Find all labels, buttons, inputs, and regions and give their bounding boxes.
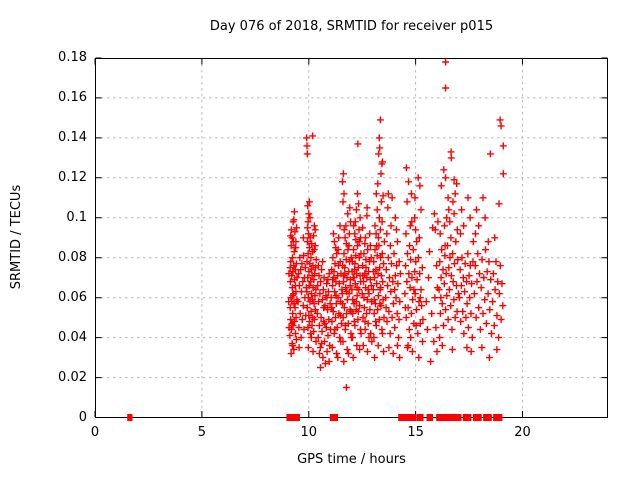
zero-value-marker bbox=[329, 414, 339, 421]
zero-value-marker bbox=[483, 414, 492, 421]
y-tick-label: 0.1 bbox=[66, 209, 87, 225]
y-tick-label: 0.16 bbox=[58, 89, 87, 105]
x-tick-label: 10 bbox=[300, 425, 318, 440]
zero-value-marker bbox=[453, 414, 462, 421]
zero-value-marker bbox=[426, 414, 434, 421]
y-tick-label: 0.14 bbox=[58, 129, 87, 145]
chart-title: Day 076 of 2018, SRMTID for receiver p01… bbox=[209, 19, 494, 34]
y-tick-label: 0.02 bbox=[58, 369, 87, 385]
x-tick-label: 0 bbox=[90, 425, 100, 440]
zero-value-marker bbox=[286, 414, 300, 421]
zero-value-marker bbox=[398, 414, 411, 421]
zero-value-marker bbox=[493, 414, 503, 421]
x-tick-label: 5 bbox=[197, 425, 207, 440]
y-tick-label: 0 bbox=[78, 409, 87, 425]
scatter-points bbox=[285, 58, 507, 391]
y-tick-label: 0.18 bbox=[58, 50, 87, 65]
x-axis-label: GPS time / hours bbox=[297, 452, 406, 467]
x-tick-label: 15 bbox=[407, 425, 424, 440]
plot-border bbox=[95, 58, 608, 418]
zero-value-marker bbox=[473, 414, 482, 421]
y-tick-label: 0.06 bbox=[58, 289, 87, 305]
y-tick-label: 0.12 bbox=[58, 169, 87, 185]
zero-value-marker bbox=[416, 414, 424, 421]
y-tick-label: 0.08 bbox=[58, 249, 87, 265]
zero-value-marker bbox=[127, 414, 133, 421]
x-tick-label: 20 bbox=[514, 425, 531, 440]
zero-value-marker bbox=[462, 414, 472, 421]
zero-value-marker bbox=[409, 414, 417, 421]
zero-value-marker bbox=[436, 414, 454, 421]
y-tick-label: 0.04 bbox=[58, 329, 87, 345]
